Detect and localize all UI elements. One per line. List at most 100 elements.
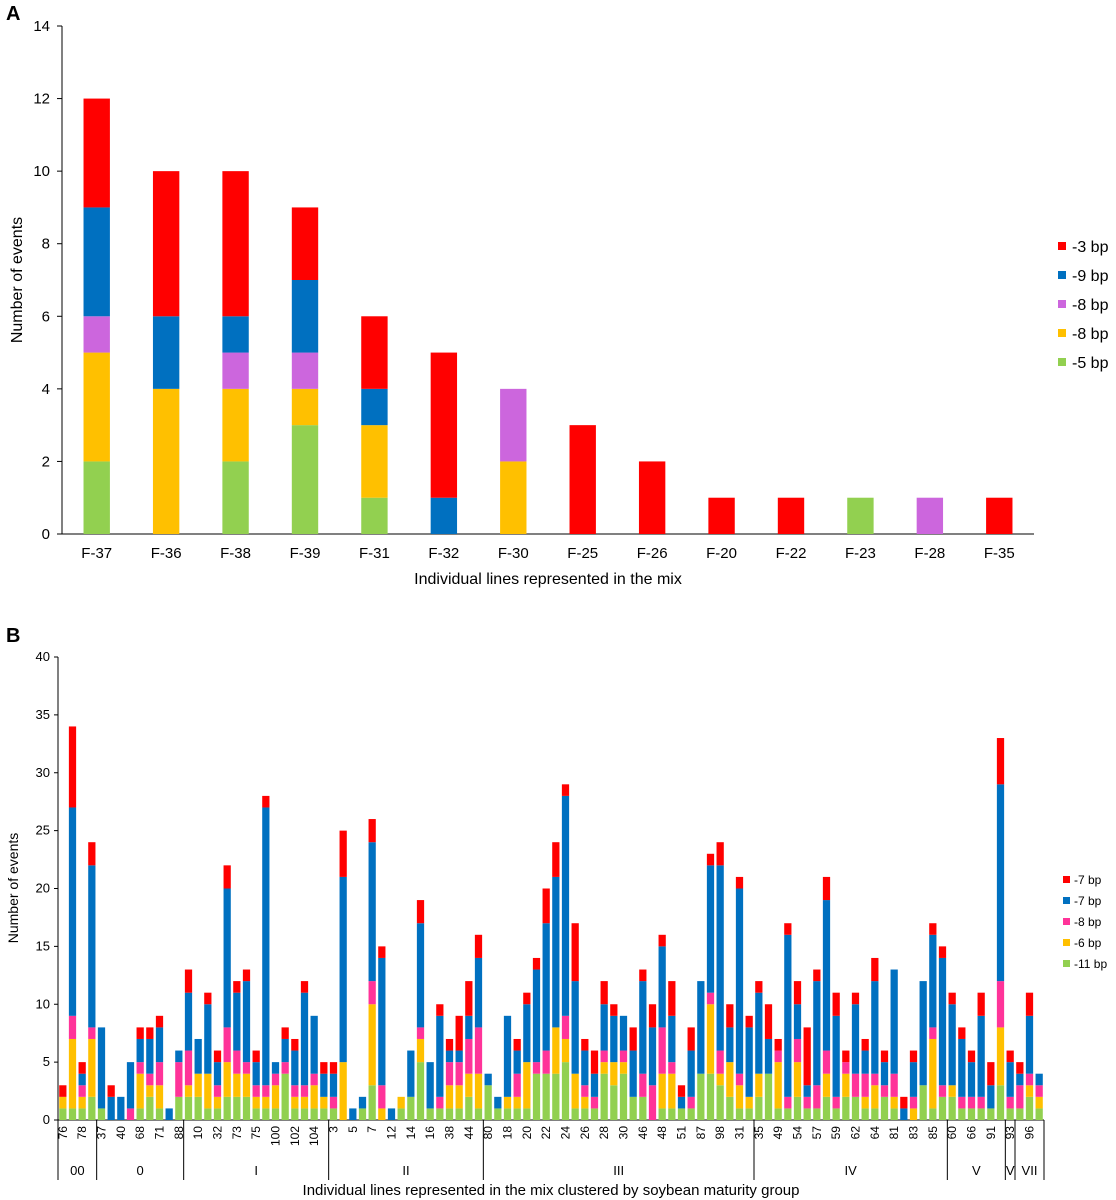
panel-a-bar-segment xyxy=(83,98,110,208)
panel-b-bar-segment xyxy=(233,1073,241,1097)
panel-b-bar-segment xyxy=(668,1073,676,1109)
panel-b-bar-segment xyxy=(803,1108,811,1120)
panel-b-bar-segment xyxy=(146,1038,154,1074)
panel-b-x-tick-label: 38 xyxy=(443,1126,457,1140)
panel-b-bar-segment xyxy=(1035,1085,1043,1097)
panel-b-bar-segment xyxy=(851,1073,860,1097)
panel-b-x-tick-label: 100 xyxy=(269,1126,283,1146)
panel-b-bar-segment xyxy=(706,1004,715,1074)
panel-b-bar-segment xyxy=(281,1038,289,1063)
panel-b-bar-segment xyxy=(455,1050,463,1063)
panel-a-bar-segment xyxy=(291,352,319,389)
panel-b-bar-segment xyxy=(465,1015,473,1039)
panel-b-bar-segment xyxy=(929,923,937,935)
panel-b-bar-segment xyxy=(78,1073,86,1086)
panel-b-bar-segment xyxy=(929,1027,937,1039)
panel-b-group-label: III xyxy=(613,1163,624,1178)
panel-b-bar-segment xyxy=(561,795,570,1016)
panel-b-bar-segment xyxy=(735,1108,744,1120)
panel-b-bar-segment xyxy=(987,1108,995,1120)
panel-b-bar-segment xyxy=(668,981,676,1016)
panel-b-bar-segment xyxy=(542,1050,550,1074)
panel-a-bar-segment xyxy=(500,388,527,462)
panel-b-bar-segment xyxy=(958,1108,966,1120)
panel-b-bar-segment xyxy=(793,1004,802,1039)
panel-b-bar-segment xyxy=(822,1073,831,1097)
panel-b-bar-segment xyxy=(175,1062,183,1097)
panel-b-bar-segment xyxy=(252,1085,260,1097)
panel-b-bar-segment xyxy=(880,1096,889,1120)
panel-b-legend-swatch xyxy=(1063,897,1070,904)
panel-b-bar-segment xyxy=(929,1108,937,1120)
panel-b-bar-segment xyxy=(436,1015,444,1097)
panel-b-bar-segment xyxy=(300,992,309,1086)
panel-b-y-tick-label: 30 xyxy=(36,765,50,780)
panel-b-group-label: I xyxy=(254,1163,258,1178)
panel-b-bar-segment xyxy=(474,934,483,958)
panel-b-bar-segment xyxy=(465,1073,473,1097)
panel-b-bar-segment xyxy=(194,1096,202,1120)
panel-b-bar-segment xyxy=(590,1050,599,1074)
panel-b-bar-segment xyxy=(68,1038,77,1109)
panel-b-bar-segment xyxy=(155,1108,164,1120)
panel-b-bar-segment xyxy=(600,1050,608,1063)
panel-b-bar-segment xyxy=(329,1108,338,1120)
panel-b-bar-segment xyxy=(262,1096,270,1109)
panel-a-bar-segment xyxy=(361,425,388,498)
panel-b-bar-segment xyxy=(610,1015,618,1063)
panel-b-x-tick-label: 96 xyxy=(1023,1126,1037,1140)
panel-b-bar-segment xyxy=(300,1085,309,1097)
panel-b-x-tick-label: 64 xyxy=(868,1126,882,1140)
panel-b-bar-segment xyxy=(590,1108,599,1120)
panel-b-x-tick-label: 98 xyxy=(713,1126,727,1140)
panel-a-bar-segment xyxy=(986,497,1013,534)
panel-b-bar-segment xyxy=(1016,1108,1024,1120)
panel-b-bar-segment xyxy=(358,1108,367,1120)
panel-b-bar-segment xyxy=(532,1062,541,1074)
panel-b-legend-swatch xyxy=(1063,876,1070,883)
panel-b-bar-segment xyxy=(503,1015,512,1097)
panel-b-bar-segment xyxy=(146,1073,154,1086)
panel-a-x-axis-label: Individual lines represented in the mix xyxy=(414,571,682,588)
panel-b-bar-segment xyxy=(648,1027,657,1086)
panel-b-bar-segment xyxy=(581,1085,589,1097)
panel-a-x-tick-label: F-26 xyxy=(637,545,668,562)
panel-a-y-tick-label: 12 xyxy=(33,91,50,108)
panel-b-bar-segment xyxy=(561,784,570,796)
panel-b-bar-segment xyxy=(532,957,541,970)
panel-b-bar-segment xyxy=(233,981,241,993)
panel-a-bar-segment xyxy=(430,497,458,534)
panel-b-bar-segment xyxy=(78,1096,86,1109)
panel-b-x-tick-label: 78 xyxy=(75,1126,89,1140)
panel-b-bar-segment xyxy=(146,1096,154,1120)
panel-b-x-tick-label: 62 xyxy=(849,1126,863,1140)
panel-b-x-tick-label: 20 xyxy=(520,1126,534,1140)
panel-b-bar-segment xyxy=(610,1062,618,1086)
panel-b-bar-segment xyxy=(697,981,705,1074)
panel-b-bar-segment xyxy=(803,1085,811,1097)
panel-b-bar-segment xyxy=(494,1108,502,1120)
panel-b-bar-segment xyxy=(716,1085,724,1120)
panel-b-bar-segment xyxy=(310,1015,318,1074)
panel-b-bar-segment xyxy=(552,876,560,1028)
panel-b-bar-segment xyxy=(532,969,541,1063)
panel-b-bar-segment xyxy=(271,1073,280,1086)
panel-a-bar-segment xyxy=(361,316,388,389)
panel-b-group-label: IV xyxy=(845,1163,858,1178)
panel-b-bar-segment xyxy=(242,981,251,1063)
panel-b-bar-segment xyxy=(871,1085,879,1109)
panel-b-bar-segment xyxy=(726,1062,734,1097)
panel-b-bar-segment xyxy=(890,969,898,1074)
panel-b-bar-segment xyxy=(658,1073,666,1109)
panel-b-bar-segment xyxy=(581,1096,589,1109)
panel-b-y-axis-label: Number of events xyxy=(5,833,21,944)
panel-b-bar-segment xyxy=(78,1108,86,1120)
panel-b-bar-segment xyxy=(639,1073,647,1097)
panel-b-bar-segment xyxy=(310,1073,318,1086)
panel-a-bar-segment xyxy=(152,171,180,317)
panel-b-x-tick-label: 3 xyxy=(327,1126,341,1133)
panel-b-bar-segment xyxy=(735,876,744,889)
panel-b-bar-segment xyxy=(136,1038,144,1063)
panel-b-x-tick-label: 75 xyxy=(249,1126,263,1140)
